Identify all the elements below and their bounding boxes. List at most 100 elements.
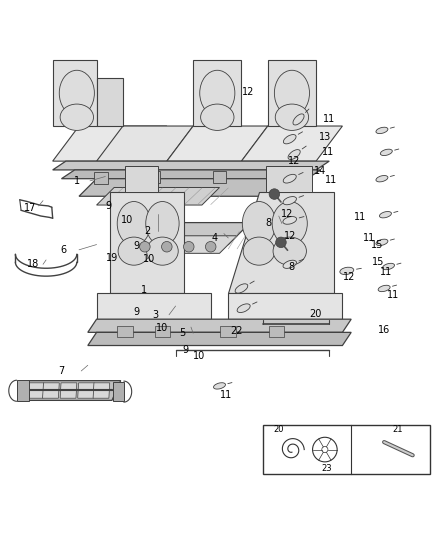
Polygon shape bbox=[268, 326, 284, 337]
Polygon shape bbox=[53, 161, 328, 170]
Text: 16: 16 bbox=[377, 325, 389, 335]
Text: 13: 13 bbox=[318, 132, 330, 142]
Polygon shape bbox=[61, 170, 320, 179]
Text: 23: 23 bbox=[321, 464, 332, 473]
Ellipse shape bbox=[283, 197, 296, 205]
Ellipse shape bbox=[283, 174, 296, 183]
Circle shape bbox=[275, 237, 286, 248]
Polygon shape bbox=[228, 192, 333, 293]
Polygon shape bbox=[212, 171, 226, 183]
Polygon shape bbox=[96, 188, 219, 205]
Text: 20: 20 bbox=[273, 425, 283, 434]
Text: 2: 2 bbox=[144, 225, 150, 236]
Polygon shape bbox=[96, 78, 123, 126]
Ellipse shape bbox=[339, 267, 353, 274]
Ellipse shape bbox=[283, 134, 295, 144]
Text: 10: 10 bbox=[143, 254, 155, 264]
Text: 11: 11 bbox=[353, 212, 365, 222]
Text: 10: 10 bbox=[121, 215, 133, 225]
Ellipse shape bbox=[377, 285, 389, 292]
Text: 9: 9 bbox=[182, 345, 188, 355]
Polygon shape bbox=[154, 326, 170, 337]
Polygon shape bbox=[53, 126, 166, 161]
Text: 22: 22 bbox=[230, 327, 242, 336]
Text: 14: 14 bbox=[314, 166, 326, 176]
Ellipse shape bbox=[237, 304, 250, 312]
Text: 6: 6 bbox=[60, 245, 67, 255]
Ellipse shape bbox=[243, 237, 274, 265]
Ellipse shape bbox=[375, 239, 387, 246]
Polygon shape bbox=[267, 60, 315, 126]
Text: 15: 15 bbox=[371, 257, 384, 267]
Text: 12: 12 bbox=[241, 87, 254, 97]
Ellipse shape bbox=[145, 201, 179, 245]
Text: 19: 19 bbox=[106, 253, 118, 263]
Polygon shape bbox=[20, 381, 120, 400]
Bar bbox=[263, 425, 429, 474]
Polygon shape bbox=[228, 293, 342, 319]
Polygon shape bbox=[114, 214, 131, 245]
Text: 18: 18 bbox=[27, 260, 39, 269]
Text: 9: 9 bbox=[133, 307, 139, 317]
Text: 11: 11 bbox=[219, 390, 232, 400]
Ellipse shape bbox=[118, 237, 149, 265]
Ellipse shape bbox=[242, 201, 275, 245]
Ellipse shape bbox=[272, 201, 307, 245]
Ellipse shape bbox=[199, 70, 234, 116]
Circle shape bbox=[183, 241, 194, 252]
Text: 8: 8 bbox=[288, 262, 294, 271]
Text: 10: 10 bbox=[192, 351, 205, 361]
Polygon shape bbox=[117, 326, 133, 337]
Polygon shape bbox=[78, 383, 94, 398]
Text: 11: 11 bbox=[379, 267, 392, 277]
Ellipse shape bbox=[375, 175, 387, 182]
Ellipse shape bbox=[272, 237, 306, 265]
Polygon shape bbox=[88, 319, 350, 333]
Text: 11: 11 bbox=[322, 115, 335, 124]
Text: 11: 11 bbox=[324, 175, 336, 184]
Polygon shape bbox=[193, 60, 241, 126]
Text: 11: 11 bbox=[362, 233, 374, 243]
Polygon shape bbox=[220, 326, 236, 337]
Text: 17: 17 bbox=[24, 203, 36, 213]
Ellipse shape bbox=[378, 212, 391, 218]
Polygon shape bbox=[88, 333, 350, 345]
Text: 15: 15 bbox=[371, 240, 383, 251]
Polygon shape bbox=[166, 126, 267, 161]
Text: 7: 7 bbox=[58, 366, 64, 376]
Text: 20: 20 bbox=[308, 309, 321, 319]
Text: 12: 12 bbox=[342, 272, 354, 282]
Ellipse shape bbox=[200, 104, 233, 131]
Text: 1: 1 bbox=[141, 285, 147, 295]
Polygon shape bbox=[96, 126, 193, 161]
Text: 4: 4 bbox=[212, 233, 218, 243]
Text: 12: 12 bbox=[281, 209, 293, 219]
Circle shape bbox=[139, 241, 150, 252]
Polygon shape bbox=[96, 293, 210, 319]
Text: 1: 1 bbox=[74, 176, 80, 186]
Ellipse shape bbox=[60, 104, 93, 131]
Ellipse shape bbox=[379, 149, 392, 156]
Ellipse shape bbox=[375, 127, 387, 134]
Circle shape bbox=[268, 189, 279, 199]
Text: 8: 8 bbox=[265, 219, 271, 229]
Polygon shape bbox=[265, 166, 311, 192]
Ellipse shape bbox=[283, 260, 296, 269]
Text: 21: 21 bbox=[391, 425, 402, 434]
Circle shape bbox=[161, 241, 172, 252]
Ellipse shape bbox=[381, 263, 394, 270]
Text: 11: 11 bbox=[321, 147, 334, 157]
Polygon shape bbox=[125, 166, 158, 192]
Ellipse shape bbox=[213, 383, 225, 389]
Text: 10: 10 bbox=[156, 323, 168, 333]
Ellipse shape bbox=[287, 150, 300, 159]
Polygon shape bbox=[147, 171, 160, 183]
Polygon shape bbox=[113, 382, 124, 401]
Text: 12: 12 bbox=[283, 231, 295, 241]
Text: 11: 11 bbox=[386, 290, 398, 300]
Text: 9: 9 bbox=[106, 201, 112, 211]
Polygon shape bbox=[93, 383, 110, 398]
Polygon shape bbox=[110, 192, 184, 293]
Text: 5: 5 bbox=[179, 328, 185, 338]
Ellipse shape bbox=[117, 201, 150, 245]
